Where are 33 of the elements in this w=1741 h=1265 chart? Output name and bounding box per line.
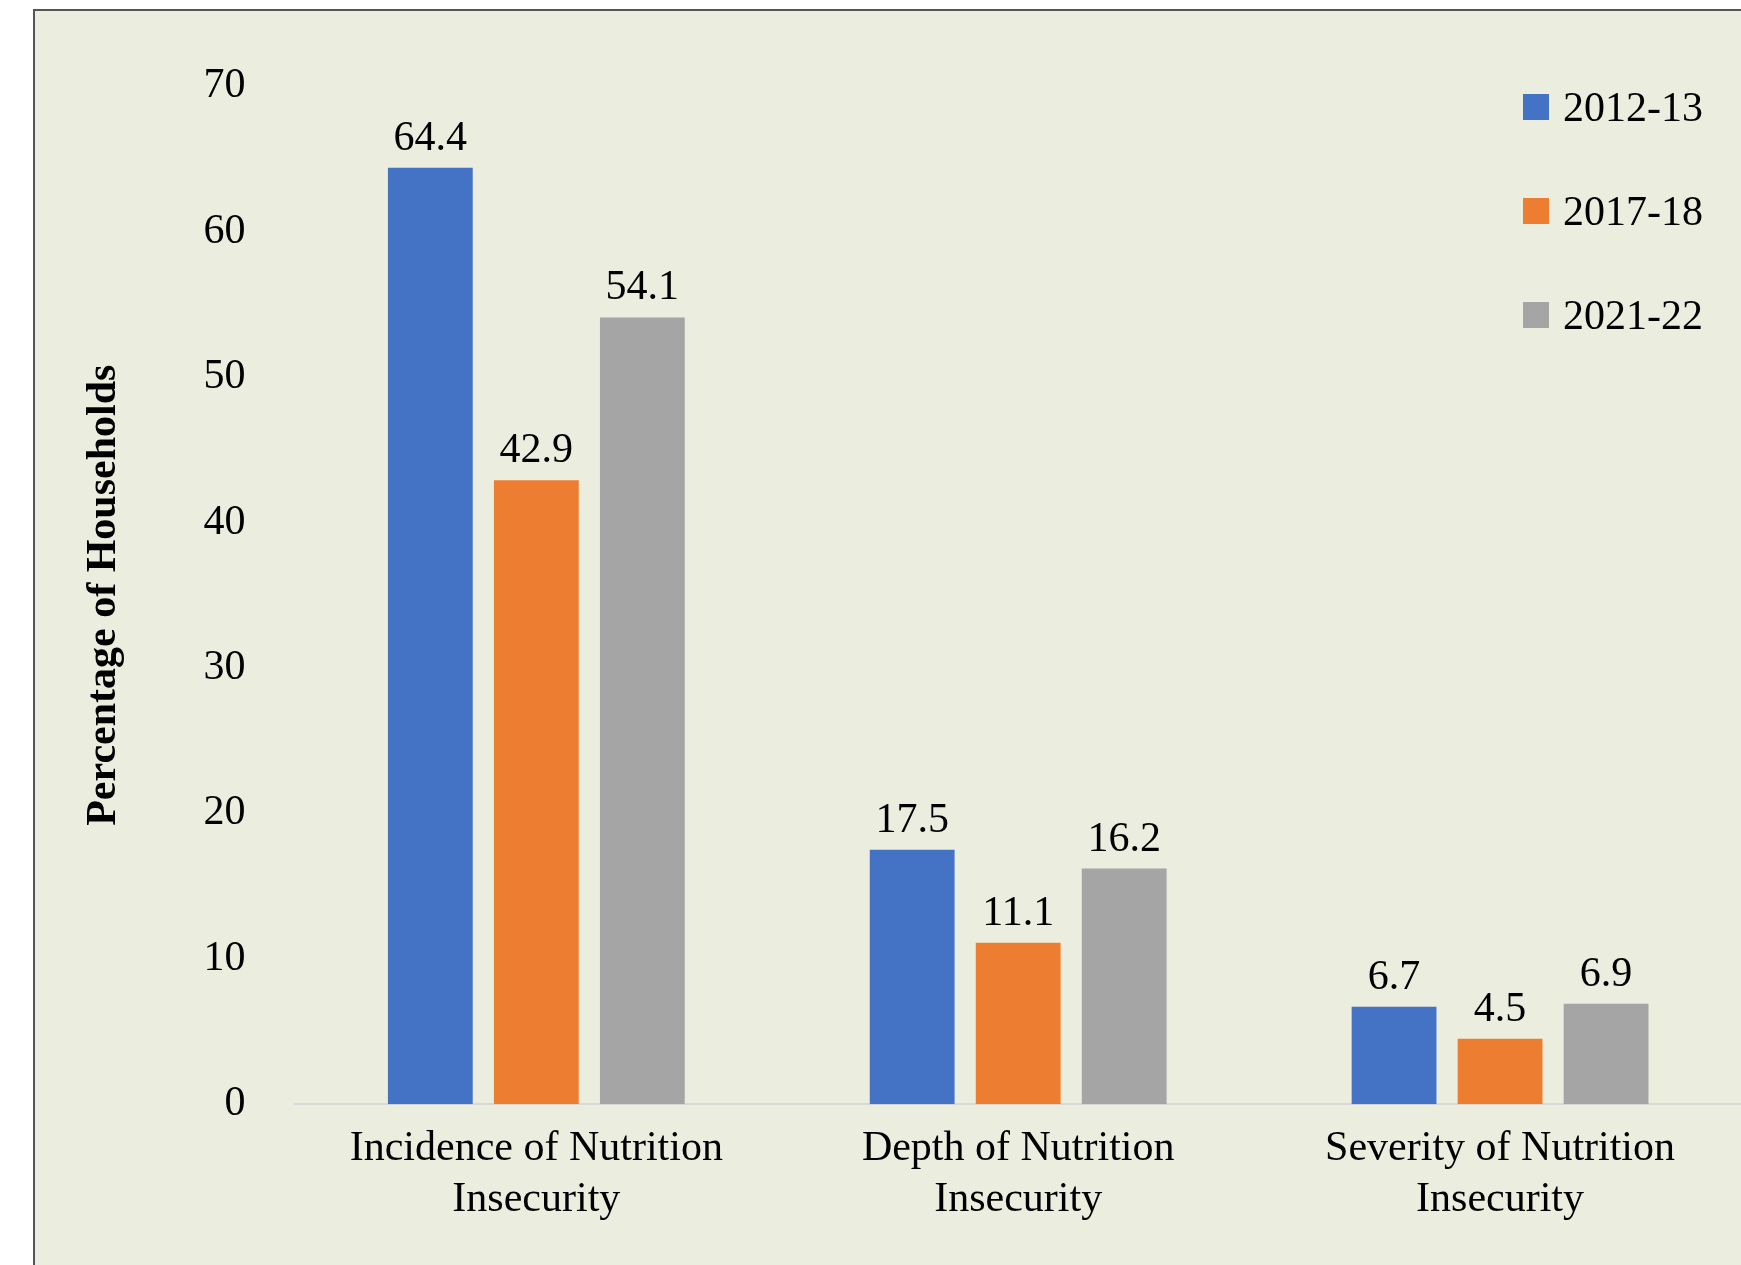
x-tick-label: Incidence of Nutrition Insecurity: [349, 1123, 723, 1220]
legend-label: 2021-22: [1563, 291, 1703, 339]
bar: [975, 942, 1061, 1105]
bar: [387, 167, 473, 1105]
bar: [599, 317, 685, 1105]
data-label: 11.1: [982, 887, 1055, 934]
legend-label: 2017-18: [1563, 187, 1703, 235]
y-tick-label: 70: [203, 60, 246, 107]
data-label: 64.4: [393, 112, 468, 159]
legend-label: 2012-13: [1563, 83, 1703, 131]
bar: [1457, 1038, 1543, 1105]
data-label: 17.5: [875, 794, 949, 841]
y-tick-label: 10: [203, 932, 246, 979]
y-tick-label: 30: [203, 641, 246, 688]
bar: [493, 480, 579, 1105]
bar: [1563, 1003, 1649, 1105]
data-label: 6.9: [1579, 948, 1633, 995]
bar: [1351, 1006, 1437, 1105]
y-tick-label: 40: [203, 496, 246, 543]
y-tick-label: 20: [203, 787, 246, 834]
y-axis-title: Percentage of Households: [78, 364, 125, 826]
data-label: 54.1: [605, 262, 680, 309]
data-label: 6.7: [1367, 951, 1421, 998]
data-label: 42.9: [499, 425, 574, 472]
x-tick-label: Severity of Nutrition Insecurity: [1325, 1123, 1676, 1220]
y-tick-label: 50: [203, 351, 246, 398]
y-tick-label: 0: [224, 1078, 246, 1125]
x-tick-label: Depth of Nutrition Insecurity: [861, 1123, 1175, 1220]
y-tick-label: 60: [203, 205, 246, 252]
data-label: 4.5: [1473, 983, 1527, 1030]
bar: [1081, 868, 1167, 1105]
data-label: 16.2: [1087, 813, 1161, 860]
bar: [869, 849, 955, 1105]
